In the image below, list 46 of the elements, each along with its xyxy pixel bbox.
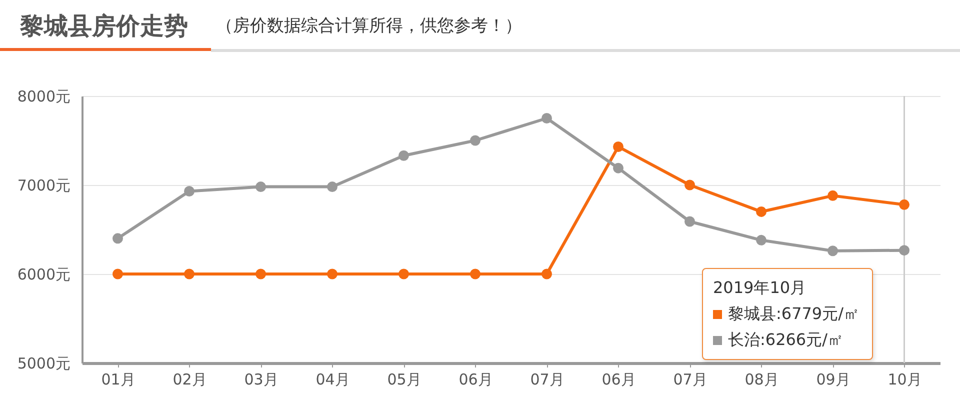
x-tick-label: 10月 [888, 370, 922, 388]
x-tick-label: 05月 [387, 370, 422, 388]
point [470, 135, 480, 146]
point [184, 186, 194, 196]
chart-subtitle: （房价数据综合计算所得，供您参考！） [216, 15, 522, 38]
point [112, 268, 123, 280]
x-tick-label: 08月 [744, 370, 779, 388]
y-tick-label: 6000元 [17, 266, 70, 284]
point [398, 150, 409, 161]
point [899, 245, 910, 256]
chart-title: 黎城县房价走势 [20, 11, 188, 42]
annotation: 2019年10月 [713, 278, 806, 297]
point [327, 268, 338, 280]
tooltip-box: 2019年10月 黎城县:6779元/㎡ 长治:6266元/㎡ [702, 268, 872, 360]
annotation: 长治:6266元/㎡ [728, 330, 844, 349]
point [184, 268, 194, 280]
point [327, 182, 338, 192]
point [756, 234, 766, 246]
point [112, 233, 123, 244]
point [398, 268, 409, 280]
y-tick-label: 7000元 [17, 176, 70, 194]
x-tick-label: 06月 [458, 370, 493, 388]
point [828, 190, 838, 201]
point [613, 162, 624, 174]
point [542, 113, 552, 124]
point [613, 141, 624, 152]
y-tick-label: 8000元 [17, 88, 70, 106]
x-tick-label: 02月 [172, 370, 207, 388]
x-tick-label: 04月 [316, 370, 350, 388]
point [828, 246, 838, 256]
annotation: 黎城县:6779元/㎡ [728, 304, 860, 323]
y-tick-label: 5000元 [17, 354, 70, 372]
x-tick-label: 06月 [602, 370, 636, 388]
point [756, 206, 766, 217]
point [684, 216, 695, 227]
point [470, 268, 480, 280]
x-tick-label: 03月 [244, 370, 278, 388]
x-tick-label: 09月 [816, 370, 850, 388]
point [256, 182, 266, 192]
x-tick-label: 01月 [101, 370, 136, 388]
x-tick-label: 07月 [673, 370, 708, 388]
point [542, 268, 552, 280]
point [684, 180, 695, 190]
x-tick-label: 07月 [530, 370, 564, 388]
point [899, 199, 910, 210]
point [256, 268, 266, 280]
